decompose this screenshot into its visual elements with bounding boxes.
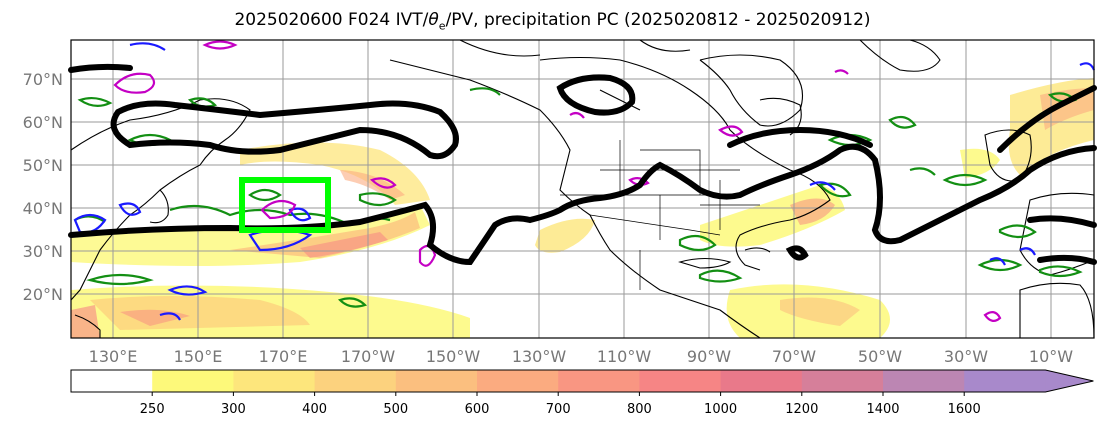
lat-lon-grid bbox=[71, 40, 1094, 338]
lon-tick-label: 150°E bbox=[174, 347, 223, 366]
colorbar: 250 300 400 500 600 700 800 1000 1200 1400 1600 bbox=[70, 369, 1094, 417]
lon-tick-label: 170°E bbox=[259, 347, 308, 366]
lat-tick-label: 70°N bbox=[23, 70, 63, 89]
colorbar-segment bbox=[477, 370, 559, 392]
colorbar-tick-label: 250 bbox=[140, 402, 165, 417]
lon-tick-label: 10°W bbox=[1029, 347, 1073, 366]
lon-tick-label: 130°W bbox=[512, 347, 567, 366]
colorbar-tick-label: 300 bbox=[221, 402, 246, 417]
lon-tick-label: 150°W bbox=[426, 347, 481, 366]
pv-contours bbox=[73, 42, 1096, 321]
colorbar-segment bbox=[233, 370, 316, 392]
colorbar-tick-label: 500 bbox=[383, 402, 408, 417]
lon-tick-label: 50°W bbox=[858, 347, 902, 366]
lon-tick-label: 30°W bbox=[944, 347, 988, 366]
colorbar-segment bbox=[395, 370, 478, 392]
longitude-labels: 130°E 150°E 170°E 170°W 150°W 130°W 110°W 90°W 7… bbox=[89, 347, 1074, 366]
lat-tick-label: 30°N bbox=[23, 242, 63, 261]
colorbar-tick-label: 600 bbox=[465, 402, 490, 417]
colorbar-tick-label: 800 bbox=[627, 402, 652, 417]
lon-tick-label: 110°W bbox=[597, 347, 652, 366]
colorbar-segment bbox=[152, 370, 234, 392]
lat-tick-label: 20°N bbox=[23, 285, 63, 304]
colorbar-tick-label: 1200 bbox=[785, 402, 818, 417]
thick-contour bbox=[68, 63, 1097, 266]
colorbar-outline bbox=[70, 369, 1094, 393]
lon-tick-label: 70°W bbox=[772, 347, 816, 366]
colorbar-tick-label: 400 bbox=[302, 402, 327, 417]
country-borders bbox=[560, 140, 760, 290]
colorbar-segment bbox=[964, 370, 1046, 392]
lon-tick-label: 90°W bbox=[687, 347, 731, 366]
colorbar-segment bbox=[801, 370, 884, 392]
region-highlight-box bbox=[239, 177, 331, 233]
latitude-labels: 70°N 60°N 50°N 40°N 30°N 20°N bbox=[23, 70, 63, 304]
colorbar-tick-label: 700 bbox=[546, 402, 571, 417]
lon-tick-label: 130°E bbox=[89, 347, 138, 366]
lat-tick-label: 50°N bbox=[23, 156, 63, 175]
colorbar-segment bbox=[883, 370, 965, 392]
lat-tick-label: 40°N bbox=[23, 199, 63, 218]
colorbar-segment bbox=[639, 370, 722, 392]
colorbar-segment bbox=[314, 370, 397, 392]
map-frame bbox=[70, 39, 1095, 339]
colorbar-extend-arrow bbox=[1045, 370, 1094, 392]
lat-tick-label: 60°N bbox=[23, 113, 63, 132]
ivt-contours bbox=[113, 40, 1002, 322]
map-title: 2025020600 F024 IVT/θe/PV, precipitation… bbox=[234, 10, 871, 33]
colorbar-tick-label: 1600 bbox=[948, 402, 981, 417]
colorbar-segment bbox=[558, 370, 640, 392]
colorbar-segment bbox=[71, 370, 153, 392]
colorbar-tick-label: 1000 bbox=[704, 402, 737, 417]
lon-tick-label: 170°W bbox=[341, 347, 396, 366]
colorbar-tick-label: 1400 bbox=[866, 402, 899, 417]
colorbar-segment bbox=[720, 370, 803, 392]
